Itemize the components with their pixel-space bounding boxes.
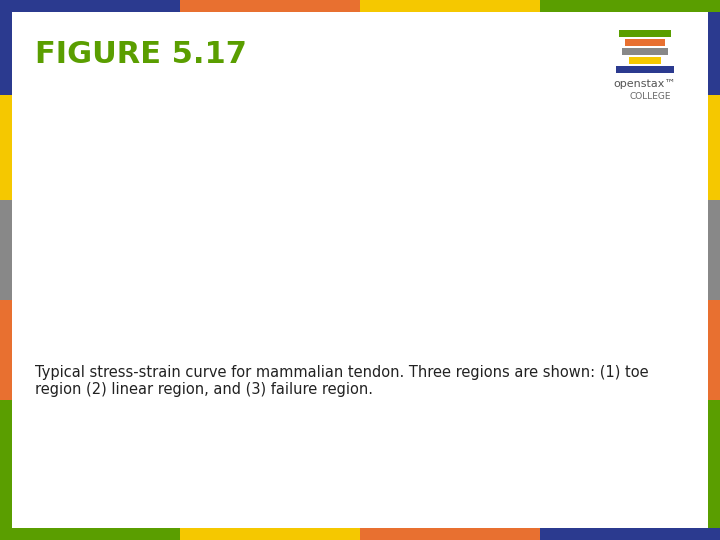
Bar: [708, 95, 720, 200]
Text: $F$: $F$: [577, 381, 590, 399]
Bar: [540, 0, 720, 12]
Bar: [708, 400, 720, 540]
Text: Typical stress-strain curve for mammalian tendon. Three regions are shown: (1) t: Typical stress-strain curve for mammalia…: [35, 365, 649, 397]
Bar: [0, 0, 12, 95]
Text: Failure
region: Failure region: [453, 401, 497, 429]
Bar: [629, 57, 661, 64]
Bar: [0, 200, 12, 300]
Bar: [360, 0, 540, 12]
Bar: [180, 0, 360, 12]
Text: Toe
region: Toe region: [198, 401, 240, 429]
Text: openstax™: openstax™: [613, 79, 676, 89]
Text: Linear
region: Linear region: [319, 401, 361, 429]
Bar: [625, 39, 665, 46]
Bar: [0, 300, 12, 400]
Bar: [708, 0, 720, 95]
Bar: [621, 48, 668, 55]
Bar: [0, 400, 12, 540]
Bar: [0, 95, 12, 200]
Bar: [708, 200, 720, 300]
Bar: [708, 300, 720, 400]
Bar: [360, 528, 540, 540]
Text: FIGURE 5.17: FIGURE 5.17: [35, 40, 247, 69]
Text: COLLEGE: COLLEGE: [629, 92, 671, 101]
Bar: [540, 528, 720, 540]
Bar: [180, 528, 360, 540]
Bar: [616, 66, 674, 73]
Bar: [0, 528, 180, 540]
Bar: [619, 30, 671, 37]
Text: $\Delta L$: $\Delta L$: [134, 57, 156, 75]
Bar: [0, 0, 180, 12]
